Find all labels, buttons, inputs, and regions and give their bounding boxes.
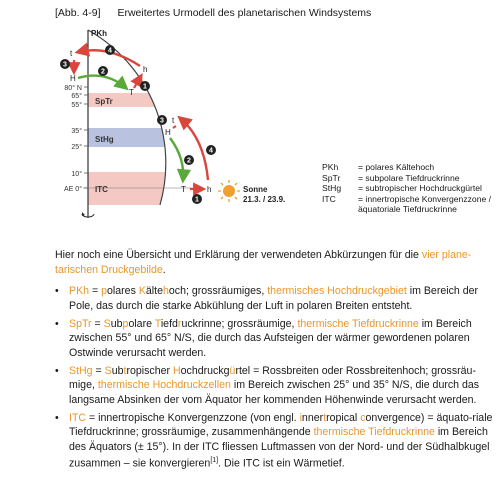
itc-label: ITC: [95, 185, 108, 194]
step-2-upper: 2: [101, 69, 105, 76]
wind-system-diagram: 80° N 65° 55° 35° 25° 10° AE 0° PKh SpTr…: [60, 29, 285, 218]
arrow-4-lower: [177, 115, 210, 181]
lat-label: 35°: [71, 127, 82, 135]
legend-row: ITC = innertropische Konvergenzzone /: [322, 193, 492, 204]
step-4-lower: 4: [209, 148, 213, 155]
letter-H-upper: H: [70, 74, 76, 83]
letter-T-upper: T: [129, 88, 134, 97]
abbreviation-list: • PKh = polares Kältehoch; grossräumiges,…: [55, 284, 495, 475]
figure-number: [Abb. 4-9]: [55, 7, 101, 19]
arrow-2-upper: [77, 74, 129, 91]
lat-label: 55°: [71, 101, 82, 109]
term-link[interactable]: thermische Hochdruckzellen: [97, 379, 231, 391]
list-item-pkh: • PKh = polares Kältehoch; grossräumiges,…: [55, 285, 479, 312]
sun-date: 21.3. / 23.9.: [243, 195, 285, 204]
lat-label: AE 0°: [64, 185, 82, 193]
term-link[interactable]: thermische Tiefdruckrinne: [313, 426, 435, 438]
sptr-label: SpTr: [95, 97, 113, 106]
letter-t-upper: t: [70, 49, 73, 58]
arrow-1-upper: [130, 73, 143, 89]
legend-row: SpTr = subpolare Tiefdruckrinne: [322, 172, 460, 183]
step-4-upper: 4: [108, 48, 112, 55]
sptr-band: [88, 93, 166, 107]
arrow-2-lower: [169, 137, 192, 184]
letter-T-lower: T: [181, 185, 186, 194]
list-item-itc: • ITC = innertropische Konvergenzzone (vo…: [55, 411, 493, 470]
sun-icon: [218, 180, 240, 202]
sun-label: Sonne: [243, 185, 268, 194]
lat-label: 10°: [71, 170, 82, 178]
pkh-label: PKh: [91, 29, 107, 38]
term-link[interactable]: thermisches Hochdruckgebiet: [267, 285, 407, 297]
abbreviation-legend: PKh = polares Kältehoch SpTr = subpolare T…: [322, 162, 491, 215]
term-link[interactable]: thermische Tiefdruckrinne: [297, 317, 419, 330]
sthg-label: StHg: [95, 135, 114, 144]
letter-h-lower: h: [207, 185, 211, 194]
lat-label: 80° N: [64, 84, 82, 92]
intro-link[interactable]: vier plane-: [421, 249, 472, 261]
letter-H-lower: H: [165, 128, 171, 137]
letter-h-upper: h: [143, 65, 147, 74]
intro-paragraph: Hier noch eine Übersicht und Erklärung d…: [55, 249, 472, 276]
footnote-ref[interactable]: [1]: [210, 457, 219, 464]
list-item-sthg: • StHg = Subtropischer Hochdruckgürtel = …: [55, 364, 480, 406]
figure-caption: [Abb. 4-9] Erweitertes Urmodell des plan…: [55, 7, 371, 19]
legend-row: StHg = subtropischer Hochdruckgürtel: [322, 183, 482, 194]
step-1-upper: 1: [143, 84, 147, 91]
letter-t-lower: t: [172, 116, 175, 125]
lat-label: 65°: [71, 92, 82, 100]
step-3-upper: 3: [63, 62, 67, 69]
list-item-sptr: • SpTr = Subpolare Tiefdruckrinne; grossr…: [55, 317, 472, 359]
intro-link[interactable]: tarischen Druckgebilde: [55, 264, 163, 276]
step-3-lower: 3: [160, 118, 164, 125]
itc-band: [88, 172, 166, 205]
lat-label: 25°: [71, 143, 82, 151]
sthg-band: [88, 128, 166, 147]
rotation-arrow-icon: [82, 212, 85, 216]
step-2-lower: 2: [187, 158, 191, 165]
legend-row: PKh = polares Kältehoch: [322, 162, 435, 172]
step-1-lower: 1: [195, 197, 199, 204]
arrow-3-lower-stem: [172, 125, 177, 129]
legend-row: äquatoriale Tiefdruckrinne: [358, 204, 457, 215]
figure-title: Erweitertes Urmodell des planetarischen …: [117, 7, 372, 19]
